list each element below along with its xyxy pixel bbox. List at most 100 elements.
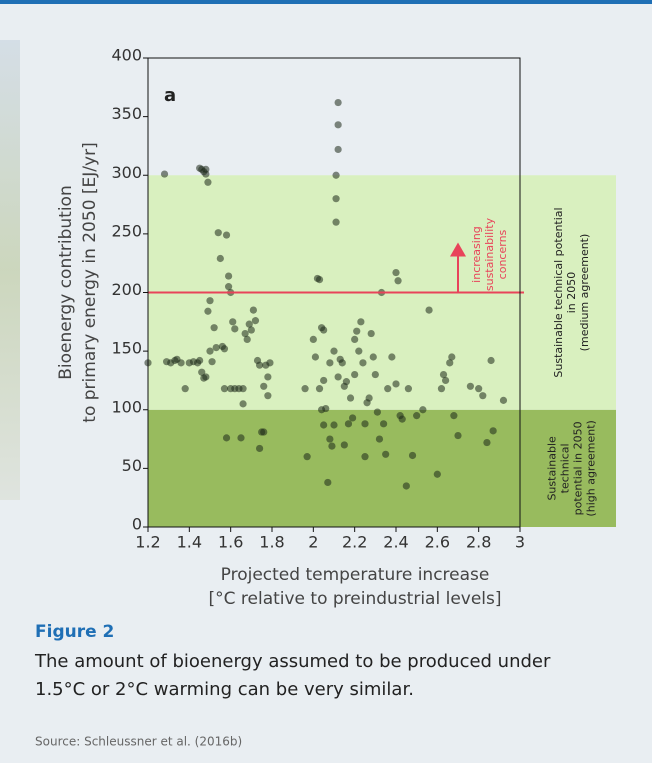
point (332, 219, 339, 226)
point (399, 416, 406, 423)
point (213, 344, 220, 351)
point (328, 442, 335, 449)
panel-label: a (164, 85, 176, 106)
point (467, 383, 474, 390)
x-tick-label: 2 (308, 533, 318, 552)
x-tick-label: 1.8 (259, 533, 284, 552)
point (316, 385, 323, 392)
point (264, 392, 271, 399)
point (202, 166, 209, 173)
point (483, 439, 490, 446)
threshold-label: concerns (496, 229, 509, 279)
point (388, 353, 395, 360)
point (355, 348, 362, 355)
point (320, 421, 327, 428)
photo-strip (0, 40, 20, 500)
point (409, 452, 416, 459)
point (335, 121, 342, 128)
y-tick-label: 350 (111, 104, 142, 123)
point (380, 420, 387, 427)
source: Source: Schleussner et al. (2016b) (35, 735, 242, 749)
point (347, 394, 354, 401)
point (182, 385, 189, 392)
figure-label: Figure 2 (35, 622, 114, 642)
caption-line: The amount of bioenergy assumed to be pr… (34, 651, 551, 672)
point (310, 336, 317, 343)
point (221, 385, 228, 392)
point (206, 348, 213, 355)
y-axis-label: Bioenergy contribution (56, 185, 76, 379)
point (384, 385, 391, 392)
y-tick-label: 200 (111, 280, 142, 299)
point (211, 324, 218, 331)
x-tick-label: 2.4 (383, 533, 408, 552)
point (332, 172, 339, 179)
point (403, 482, 410, 489)
point (339, 359, 346, 366)
point (372, 371, 379, 378)
point (256, 445, 263, 452)
point (312, 353, 319, 360)
point (322, 405, 329, 412)
point (250, 306, 257, 313)
point (301, 385, 308, 392)
point (345, 420, 352, 427)
band-label: technical (559, 443, 572, 493)
point (266, 359, 273, 366)
point (376, 435, 383, 442)
point (316, 276, 323, 283)
y-tick-label: 250 (111, 221, 142, 240)
band-label: (high agreement) (585, 420, 598, 516)
point (225, 272, 232, 279)
band-label: in 2050 (565, 272, 578, 314)
point (202, 373, 209, 380)
x-tick-label: 1.6 (218, 533, 243, 552)
point (343, 378, 350, 385)
point (264, 373, 271, 380)
y-tick-label: 150 (111, 339, 142, 358)
point (335, 146, 342, 153)
point (450, 412, 457, 419)
point (330, 421, 337, 428)
point (335, 373, 342, 380)
x-axis-label: Projected temperature increase (221, 565, 490, 585)
point (454, 432, 461, 439)
x-axis-label: [°C relative to preindustrial levels] (208, 589, 501, 609)
point (370, 353, 377, 360)
threshold-label: sustainability (483, 217, 496, 291)
x-tick-label: 1.2 (135, 533, 160, 552)
point (260, 383, 267, 390)
point (239, 400, 246, 407)
band-label: Sustainable (546, 436, 559, 501)
point (374, 408, 381, 415)
point (438, 385, 445, 392)
point (320, 326, 327, 333)
figure-panel: Sustainabletechnicalpotential in 2050(hi… (0, 0, 652, 763)
point (223, 231, 230, 238)
point (215, 229, 222, 236)
point (434, 471, 441, 478)
point (217, 255, 224, 262)
point (487, 357, 494, 364)
x-tick-label: 2.6 (425, 533, 450, 552)
point (237, 434, 244, 441)
point (382, 451, 389, 458)
point (341, 441, 348, 448)
point (361, 453, 368, 460)
point (223, 434, 230, 441)
point (368, 330, 375, 337)
point (448, 353, 455, 360)
point (475, 385, 482, 392)
point (161, 170, 168, 177)
band-label: Sustainable technical potential (552, 207, 565, 377)
point (351, 371, 358, 378)
point (366, 394, 373, 401)
x-tick-label: 3 (515, 533, 525, 552)
x-tick-label: 1.4 (177, 533, 202, 552)
point (324, 479, 331, 486)
top-rule (0, 0, 652, 4)
threshold-label: increasing (470, 226, 483, 283)
point (304, 453, 311, 460)
y-tick-label: 100 (111, 397, 142, 416)
point (392, 269, 399, 276)
